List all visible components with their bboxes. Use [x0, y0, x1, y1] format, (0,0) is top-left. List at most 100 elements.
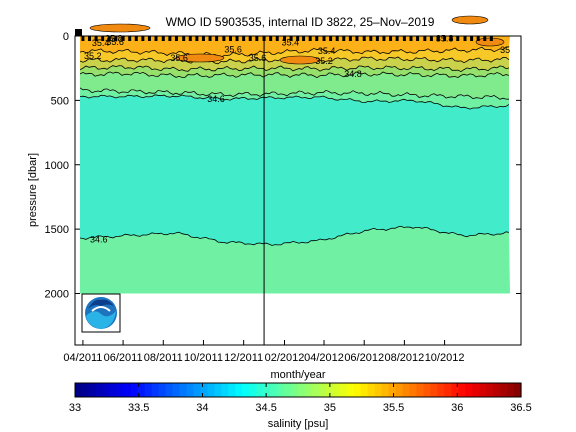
colorbar-cell — [172, 383, 181, 397]
colorbar-ticks: 33 33.5 34 34.5 35 35.5 36 36.5 — [69, 383, 532, 414]
colorbar-cell — [332, 383, 341, 397]
colorbar-cell — [137, 383, 146, 397]
colorbar-cell — [472, 383, 480, 397]
colorbar-cell — [221, 383, 229, 397]
colorbar-cell — [186, 383, 195, 397]
contour-line — [79, 225, 510, 246]
colorbar-cell — [95, 383, 104, 397]
noaa-logo — [81, 293, 121, 333]
colorbar-cell — [102, 383, 111, 397]
colorbar-frame — [74, 382, 522, 398]
colorbar-cell — [465, 383, 473, 397]
colorbar-cell — [291, 383, 299, 397]
colorbar-cell — [158, 383, 167, 397]
x-axis-label: month/year — [270, 369, 325, 381]
colorbar-tick-label: 36.5 — [510, 402, 531, 414]
colorbar — [74, 382, 522, 398]
colorbar-cell — [409, 383, 418, 397]
colorbar-cell — [200, 383, 209, 397]
colorbar-cell — [311, 383, 320, 397]
colorbar-cell — [388, 383, 397, 397]
contour-line — [79, 94, 510, 110]
contour-label: 35.4 — [318, 46, 336, 56]
colorbar-tick-label: 33 — [69, 402, 81, 414]
colorbar-cell — [416, 383, 425, 397]
colorbar-tick-label: 35 — [324, 402, 336, 414]
colorbar-cell — [75, 383, 83, 397]
profile-marker — [75, 29, 82, 36]
contour-label: 35.6 — [106, 37, 124, 47]
colorbar-cell — [109, 383, 118, 397]
colorbar-cell — [325, 383, 334, 397]
colorbar-cell — [249, 383, 257, 397]
y-tick-label: 500 — [51, 95, 69, 107]
contour-line — [451, 15, 489, 25]
colorbar-cell — [493, 383, 501, 397]
colorbar-cell — [339, 383, 348, 397]
colorbar-tick-label: 34 — [196, 402, 208, 414]
contour-label: 34.6 — [207, 94, 225, 104]
x-tick-label: 06/2012 — [344, 352, 384, 364]
colorbar-tick-label: 34.5 — [255, 402, 276, 414]
colorbar-cell — [207, 383, 215, 397]
colorbar-tick-label: 35.5 — [383, 402, 404, 414]
colorbar-cell — [179, 383, 188, 397]
colorbar-tick-label: 33.5 — [128, 402, 149, 414]
colorbar-cell — [116, 383, 125, 397]
y-tick-label: 1000 — [45, 160, 69, 172]
x-tick-label: 12/2011 — [224, 352, 263, 364]
colorbar-cell — [374, 383, 383, 397]
x-tick-label: 08/2012 — [385, 352, 425, 364]
colorbar-cell — [256, 383, 264, 397]
contour-label: 35.6 — [249, 53, 267, 63]
contour-label: 35.4 — [92, 38, 110, 48]
salinity-contours — [79, 15, 510, 246]
colorbar-cell — [298, 383, 306, 397]
contour-label: 35.6 — [170, 53, 188, 63]
x-tick-label: 10/2012 — [425, 352, 465, 364]
colorbar-cell — [151, 383, 160, 397]
y-tick-label: 2000 — [45, 289, 69, 301]
plot-frame — [74, 35, 522, 346]
colorbar-cell — [402, 383, 411, 397]
colorbar-cell — [318, 383, 327, 397]
plot-area: 35.835.435.635.2 35.635.635.635.435.435.2… — [45, 15, 522, 364]
colorbar-cell — [451, 383, 459, 397]
colorbar-cell — [123, 383, 132, 397]
colorbar-cell — [235, 383, 243, 397]
colorbar-cell — [228, 383, 236, 397]
colorbar-cell — [381, 383, 390, 397]
contour-label: 35.4 — [282, 37, 300, 47]
chart-title: WMO ID 5903535, internal ID 3822, 25–Nov… — [166, 15, 435, 29]
colorbar-cell — [500, 383, 508, 397]
colorbar-tick-label: 36 — [451, 402, 463, 414]
contour-line — [79, 46, 510, 59]
contour-label: 35.8 — [105, 33, 123, 43]
colorbar-cell — [242, 383, 250, 397]
colorbar-cell — [277, 383, 285, 397]
colorbar-cell — [81, 383, 90, 397]
y-tick-label: 0 — [63, 31, 69, 43]
colorbar-cell — [165, 383, 174, 397]
contour-label: 35.2 — [315, 56, 333, 66]
x-tick-label: 08/2011 — [144, 352, 183, 364]
colorbar-cell — [430, 383, 438, 397]
contour-label: 35.6 — [224, 45, 242, 55]
salinity-layer — [80, 226, 510, 294]
contour-line — [89, 23, 151, 33]
colorbar-cell — [360, 383, 369, 397]
colorbar-label: salinity [psu] — [268, 418, 329, 430]
colorbar-cell — [423, 383, 432, 397]
contour-label: 35.2 — [84, 51, 102, 61]
contour-line — [79, 71, 510, 79]
colorbar-cell — [193, 383, 202, 397]
colorbar-cell — [367, 383, 376, 397]
colorbar-cell — [304, 383, 313, 397]
x-tick-label: 04/2012 — [304, 352, 344, 364]
contour-line — [79, 65, 510, 73]
x-tick-label: 06/2011 — [104, 352, 143, 364]
colorbar-cell — [486, 383, 494, 397]
y-axis-ticks: 0 500 1000 1500 2000 — [45, 31, 521, 301]
contour-label: 35 — [500, 45, 510, 55]
